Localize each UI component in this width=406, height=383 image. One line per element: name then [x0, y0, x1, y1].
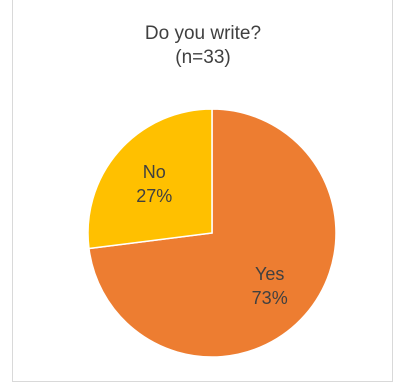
slice-value-label-yes: 73% — [252, 288, 288, 308]
chart-title: Do you write? — [144, 23, 262, 44]
chart-title-block: Do you write? (n=33) — [0, 22, 406, 70]
slice-category-label-yes: Yes — [255, 264, 284, 284]
slice-value-label-no: 27% — [136, 186, 172, 206]
pie-slice-no — [87, 108, 213, 250]
pie-labels: Yes 73% No 27% — [136, 162, 287, 308]
chart-subtitle: (n=33) — [175, 47, 231, 68]
slice-category-label-no: No — [143, 162, 166, 182]
pie-slices — [87, 108, 337, 358]
